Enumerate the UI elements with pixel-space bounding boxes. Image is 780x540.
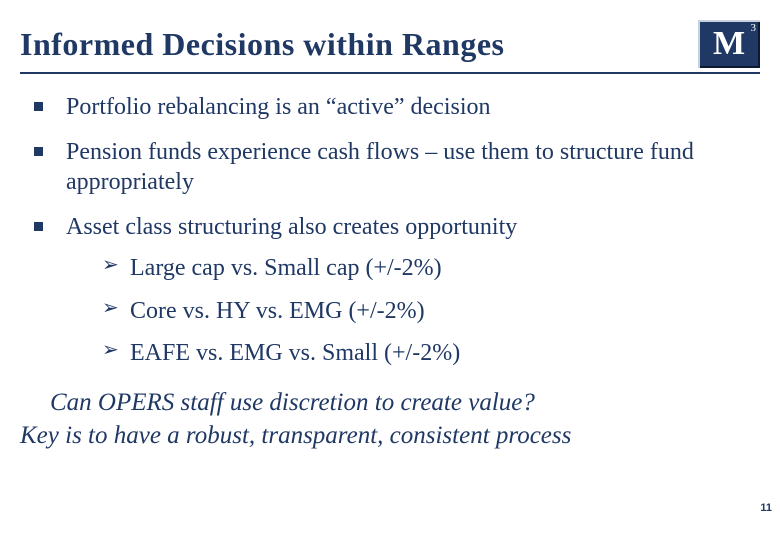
logo-letter: M [713, 27, 745, 61]
sub-item: EAFE vs. EMG vs. Small (+/-2%) [102, 338, 760, 369]
sub-text: Core vs. HY vs. EMG (+/-2%) [130, 298, 425, 324]
sub-text: Large cap vs. Small cap (+/-2%) [130, 255, 442, 281]
bullet-list: Portfolio rebalancing is an “active” dec… [20, 92, 760, 369]
closing-line-1: Can OPERS staff use discretion to create… [50, 387, 760, 420]
sub-item: Core vs. HY vs. EMG (+/-2%) [102, 296, 760, 327]
title-row: Informed Decisions within Ranges M 3 [20, 20, 760, 74]
sub-list: Large cap vs. Small cap (+/-2%) Core vs.… [66, 253, 760, 369]
slide-title: Informed Decisions within Ranges [20, 26, 504, 63]
bullet-text: Portfolio rebalancing is an “active” dec… [66, 94, 491, 120]
closing-line-2: Key is to have a robust, transparent, co… [20, 420, 760, 453]
bullet-item: Pension funds experience cash flows – us… [34, 137, 760, 198]
bullet-text: Asset class structuring also creates opp… [66, 214, 517, 240]
page-number: 11 [760, 502, 772, 514]
logo-exponent: 3 [751, 22, 757, 34]
slide: Informed Decisions within Ranges M 3 Por… [0, 0, 780, 540]
bullet-item: Asset class structuring also creates opp… [34, 212, 760, 369]
bullet-item: Portfolio rebalancing is an “active” dec… [34, 92, 760, 123]
logo-icon: M 3 [698, 20, 760, 68]
sub-item: Large cap vs. Small cap (+/-2%) [102, 253, 760, 284]
sub-text: EAFE vs. EMG vs. Small (+/-2%) [130, 340, 460, 366]
bullet-text: Pension funds experience cash flows – us… [66, 139, 694, 196]
closing-text: Can OPERS staff use discretion to create… [20, 387, 760, 452]
